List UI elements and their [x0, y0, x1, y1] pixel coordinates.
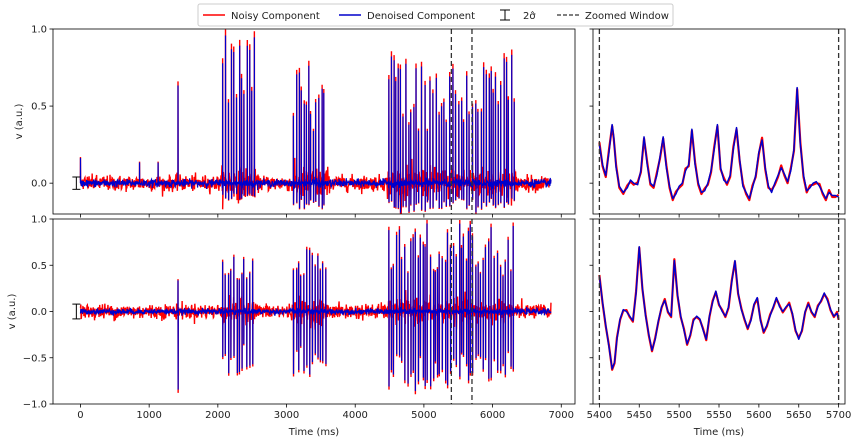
- legend-label-denoised: Denoised Component: [367, 11, 475, 22]
- legend-label-zoom: Zoomed Window: [585, 11, 669, 22]
- panel-bottom-full: 0 1000 2000 3000 4000 5000 6000 7000 −1.0 −0.5 0.0…: [7, 215, 576, 438]
- legend: Noisy Component Denoised Component 2σ̂ Z…: [197, 3, 674, 27]
- x-tick-label: 5650: [786, 410, 811, 421]
- y-axis-label: v (a.u.): [14, 104, 25, 140]
- legend-label-noisy: Noisy Component: [231, 11, 320, 22]
- y-tick-label: 0.5: [31, 102, 47, 113]
- x-tick-label: 5500: [666, 410, 691, 421]
- y-tick-label: 0.5: [31, 261, 47, 272]
- errorbar-2sigma: [72, 176, 81, 190]
- plot-area: [598, 219, 840, 404]
- y-tick-label: 0.0: [31, 307, 47, 318]
- x-tick-label: 5600: [746, 410, 771, 421]
- axes-frame: [52, 28, 576, 215]
- x-axis-label: Time (ms): [288, 427, 340, 438]
- errorbar-2sigma: [72, 303, 81, 320]
- x-tick-label: 5450: [627, 410, 652, 421]
- panel-top-full: 0.0 0.5 1.0 v (a.u.): [14, 25, 576, 218]
- x-tick-label: 5000: [411, 410, 436, 421]
- x-tick-label: 7000: [549, 410, 574, 421]
- series-noisy: [598, 246, 840, 371]
- legend-label-sigma: 2σ̂: [523, 10, 536, 22]
- x-tick-label: 1000: [136, 410, 161, 421]
- x-tick-label: 5400: [587, 410, 612, 421]
- y-tick-label: −1.0: [23, 400, 47, 411]
- plot-area: [598, 29, 840, 214]
- x-tick-label: 5550: [706, 410, 731, 421]
- y-tick-label: 0.0: [31, 179, 47, 190]
- y-tick-label: 1.0: [31, 215, 47, 226]
- y-tick-label: 1.0: [31, 25, 47, 36]
- legend-entry-denoised: Denoised Component: [339, 11, 475, 22]
- series-denoised: [598, 246, 840, 370]
- legend-entry-zoom: Zoomed Window: [557, 11, 669, 22]
- plot-area: [79, 29, 552, 214]
- x-tick-label: 6000: [480, 410, 505, 421]
- x-tick-label: 5700: [826, 410, 851, 421]
- legend-entry-noisy: Noisy Component: [203, 11, 320, 22]
- x-tick-label: 3000: [274, 410, 299, 421]
- panel-top-zoom: [589, 28, 846, 218]
- legend-frame: [197, 3, 674, 27]
- y-axis-label: v (a.u.): [7, 294, 18, 330]
- axes-frame: [592, 218, 846, 405]
- series-denoised: [79, 35, 552, 213]
- legend-entry-sigma: 2σ̂: [500, 9, 536, 22]
- x-tick-label: 4000: [342, 410, 367, 421]
- y-tick-label: −0.5: [23, 353, 47, 364]
- axes-frame: [592, 28, 846, 215]
- panel-bottom-zoom: 5400 5450 5500 5550 5600 5650 5700 Time (ms): [587, 218, 851, 438]
- x-tick-label: 2000: [205, 410, 230, 421]
- series-denoised: [79, 223, 552, 391]
- series-denoised: [598, 86, 839, 200]
- x-tick-label: 0: [77, 410, 83, 421]
- plot-area: [79, 219, 552, 404]
- x-axis-label: Time (ms): [693, 427, 745, 438]
- legend-swatch-errorbar: [500, 9, 510, 21]
